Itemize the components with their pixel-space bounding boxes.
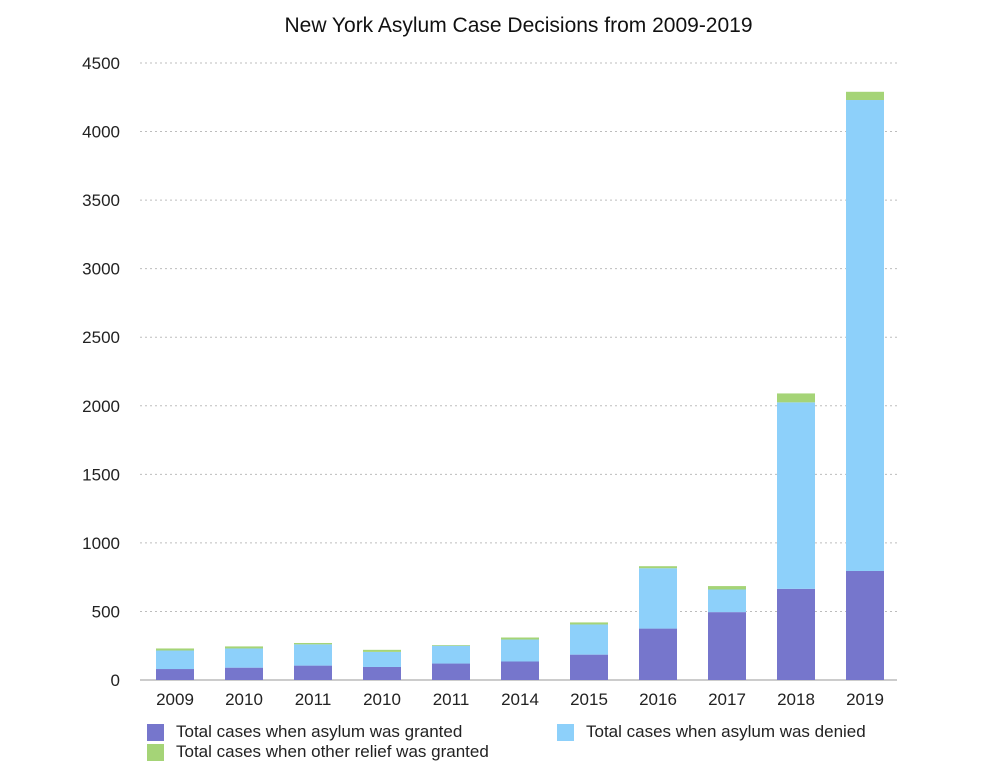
bar-segment-denied <box>846 100 884 571</box>
bar-segment-other-relief <box>708 586 746 590</box>
x-axis-ticks: 2009 2010 2011 2010 2011 2014 2015 2016 2017 2018… <box>156 690 884 709</box>
bar-segment-denied <box>570 624 608 655</box>
x-tick-label: 2010 <box>225 690 263 709</box>
legend-swatch-other-relief <box>147 743 164 761</box>
bar-segment-granted <box>363 666 401 680</box>
bar-segment-denied <box>501 639 539 662</box>
bar-segment-other-relief <box>777 393 815 403</box>
bar-segment-other-relief <box>570 622 608 625</box>
x-tick-label: 2015 <box>570 690 608 709</box>
y-tick-label: 1500 <box>82 465 120 484</box>
bar-segment-denied <box>777 402 815 589</box>
bars <box>156 91 884 680</box>
legend-item-denied: Total cases when asylum was denied <box>557 722 866 742</box>
y-tick-label: 3500 <box>82 191 120 210</box>
x-tick-label: 2017 <box>708 690 746 709</box>
bar-segment-granted <box>432 663 470 680</box>
x-tick-label: 2011 <box>433 690 470 709</box>
x-tick-label: 2016 <box>639 690 677 709</box>
bar-segment-other-relief <box>639 566 677 569</box>
y-tick-label: 2500 <box>82 328 120 347</box>
bar-segment-denied <box>294 644 332 666</box>
bar-segment-other-relief <box>501 637 539 640</box>
bar-segment-granted <box>570 654 608 680</box>
y-tick-label: 4500 <box>82 54 120 73</box>
y-tick-label: 2000 <box>82 397 120 416</box>
bar-segment-other-relief <box>363 649 401 652</box>
x-tick-label: 2014 <box>501 690 539 709</box>
bar-segment-granted <box>639 628 677 680</box>
bar-segment-denied <box>432 645 470 664</box>
bar-segment-other-relief <box>846 91 884 101</box>
chart-plot-area: 0 500 1000 1500 2000 2500 3000 3500 4000 4500 200… <box>82 54 897 709</box>
bar-segment-denied <box>639 568 677 629</box>
legend-item-granted: Total cases when asylum was granted <box>147 722 462 742</box>
legend-label-denied: Total cases when asylum was denied <box>586 722 866 741</box>
x-tick-label: 2011 <box>295 690 332 709</box>
bar-segment-denied <box>363 651 401 667</box>
bar-segment-granted <box>156 669 194 680</box>
bar-segment-granted <box>777 588 815 680</box>
bar-segment-other-relief <box>225 646 263 649</box>
bar-segment-granted <box>501 661 539 680</box>
x-tick-label: 2018 <box>777 690 815 709</box>
legend-label-granted: Total cases when asylum was granted <box>176 722 463 741</box>
x-tick-label: 2010 <box>363 690 401 709</box>
bar-segment-denied <box>156 650 194 670</box>
chart-title: New York Asylum Case Decisions from 2009… <box>284 14 753 37</box>
y-tick-label: 4000 <box>82 123 120 142</box>
bar-segment-other-relief <box>294 642 332 645</box>
bar-segment-granted <box>846 570 884 680</box>
y-tick-label: 0 <box>111 671 120 690</box>
x-tick-label: 2019 <box>846 690 884 709</box>
y-tick-label: 1000 <box>82 534 120 553</box>
bar-segment-granted <box>225 667 263 680</box>
legend-swatch-denied <box>557 723 574 741</box>
y-axis-ticks: 0 500 1000 1500 2000 2500 3000 3500 4000 4500 <box>82 54 120 690</box>
bar-segment-denied <box>708 589 746 613</box>
bar-segment-denied <box>225 648 263 668</box>
x-tick-label: 2009 <box>156 690 194 709</box>
bar-segment-granted <box>708 612 746 680</box>
legend-item-other-relief: Total cases when other relief was grante… <box>147 742 489 762</box>
legend-swatch-granted <box>147 723 164 741</box>
bar-segment-other-relief <box>432 645 470 646</box>
y-tick-label: 500 <box>92 602 120 621</box>
bar-segment-other-relief <box>156 648 194 651</box>
y-tick-label: 3000 <box>82 260 120 279</box>
bar-segment-granted <box>294 665 332 680</box>
legend-label-other-relief: Total cases when other relief was grante… <box>176 742 489 761</box>
